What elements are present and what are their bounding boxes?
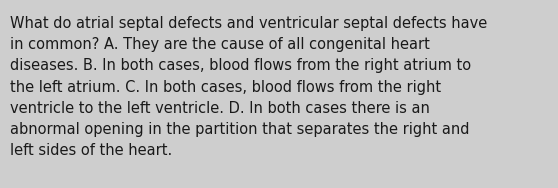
Text: What do atrial septal defects and ventricular septal defects have
in common? A. : What do atrial septal defects and ventri… — [10, 16, 487, 158]
